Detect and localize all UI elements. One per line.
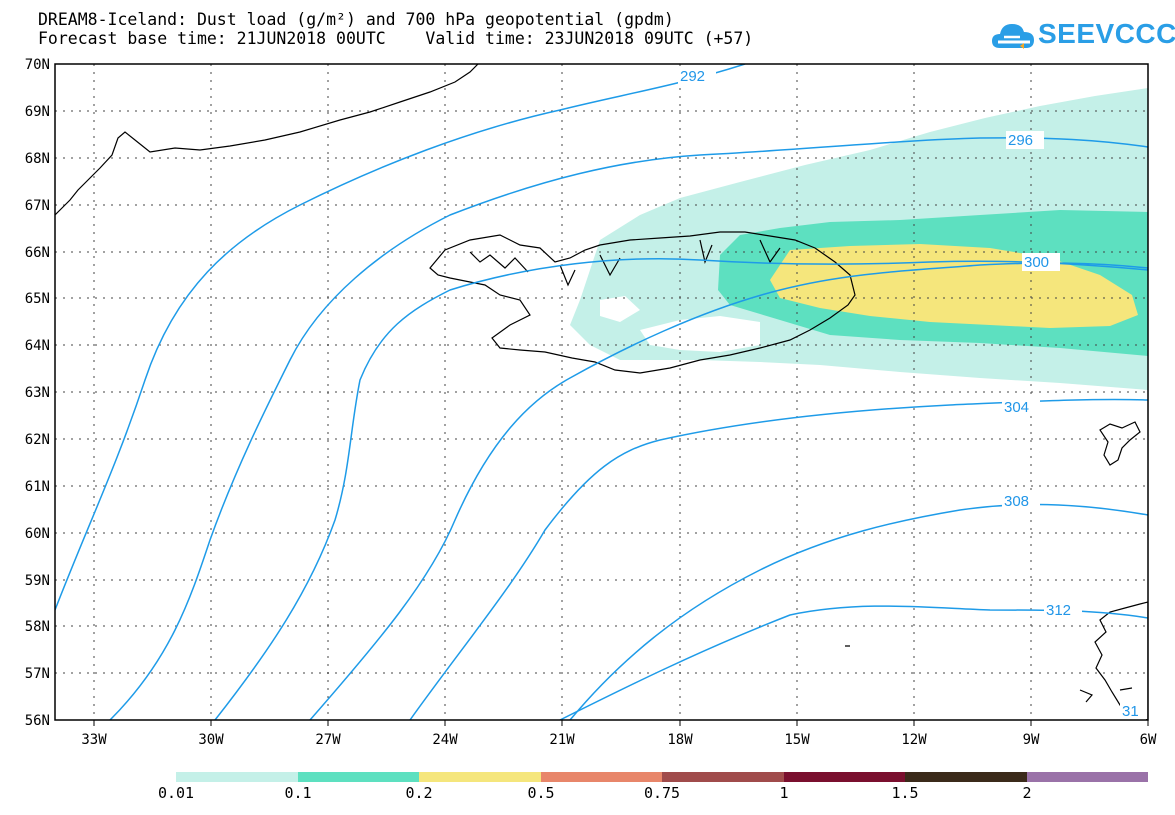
colorbar-swatch: [298, 772, 419, 782]
contour-308: [569, 503, 1148, 720]
lat-label: 66N: [25, 245, 50, 261]
lat-label: 69N: [25, 104, 50, 120]
colorbar-label: 0.5: [527, 784, 555, 802]
axis-ticks: [93, 720, 1149, 726]
coast-islets: [845, 645, 1133, 703]
westfjords-detail: [469, 239, 781, 287]
lon-label: 21W: [549, 732, 575, 748]
lon-label: 24W: [432, 732, 458, 748]
lat-label: 60N: [25, 526, 50, 542]
lon-label: 9W: [1023, 732, 1040, 748]
contour-labels: 292 296 300 304 308 312 31: [678, 67, 1146, 720]
colorbar-label: 0.2: [405, 784, 433, 802]
seevccc-logo: SEEVCCC: [990, 16, 1175, 58]
clear-pocket-2: [600, 296, 640, 322]
colorbar-label: 0.01: [157, 784, 195, 802]
lat-label: 63N: [25, 385, 50, 401]
lon-label: 33W: [81, 732, 107, 748]
lon-label: 6W: [1140, 732, 1157, 748]
coastlines: [55, 64, 1148, 720]
forecast-times: Forecast base time: 21JUN2018 00UTC Vali…: [38, 29, 754, 48]
contour-label-316: 31: [1122, 703, 1139, 720]
colorbar-swatch: [662, 772, 784, 782]
colorbar-swatch: [784, 772, 905, 782]
lon-labels: 33W 30W 27W 24W 21W 18W 15W 12W 9W 6W: [81, 732, 1157, 748]
clear-pocket-1: [640, 316, 760, 352]
colorbar-swatch: [176, 772, 298, 782]
lat-label: 58N: [25, 619, 50, 635]
colorbar-swatch: [541, 772, 662, 782]
contour-label-304: 304: [1004, 399, 1029, 416]
geopotential-contours: [55, 64, 1148, 720]
colorbar-label: 2: [1022, 784, 1032, 802]
colorbar: [176, 772, 1148, 782]
lat-label: 62N: [25, 432, 50, 448]
contour-label-292: 292: [680, 68, 705, 85]
lon-label: 15W: [784, 732, 810, 748]
lon-label: 12W: [901, 732, 927, 748]
logo-text: SEEVCCC: [1038, 18, 1175, 49]
contour-label-300: 300: [1024, 254, 1049, 271]
contour-label-312: 312: [1046, 602, 1071, 619]
contour-296: [109, 137, 1148, 720]
colorbar-label: 1.5: [891, 784, 919, 802]
contour-312: [559, 605, 1148, 720]
lat-label: 65N: [25, 291, 50, 307]
lat-label: 70N: [25, 57, 50, 73]
lat-label: 59N: [25, 573, 50, 589]
lat-label: 64N: [25, 338, 50, 354]
lat-label: 68N: [25, 151, 50, 167]
graticule: [55, 64, 1148, 720]
contour-300: [214, 258, 1148, 720]
contour-label-296: 296: [1008, 132, 1033, 149]
lon-label: 18W: [667, 732, 693, 748]
colorbar-swatch: [905, 772, 1027, 782]
chart-title: DREAM8-Iceland: Dust load (g/m²) and 700…: [38, 10, 674, 29]
lon-label: 30W: [198, 732, 224, 748]
colorbar-label: 0.75: [643, 784, 681, 802]
colorbar-label: 1: [779, 784, 789, 802]
contour-304: [309, 262, 1148, 720]
lat-label: 67N: [25, 198, 50, 214]
greenland-coast: [55, 64, 479, 216]
map-frame: [54, 63, 1149, 721]
faroe-coast: [1099, 421, 1141, 466]
lon-label: 27W: [315, 732, 341, 748]
iceland-coast: [429, 231, 856, 374]
colorbar-label: 0.1: [284, 784, 312, 802]
contour-292: [55, 64, 746, 611]
colorbar-swatch: [419, 772, 541, 782]
lat-labels: 70N 69N 68N 67N 66N 65N 64N 63N 62N 61N …: [25, 57, 50, 729]
cloud-icon: [992, 24, 1034, 49]
lat-label: 57N: [25, 666, 50, 682]
lat-label: 61N: [25, 479, 50, 495]
colorbar-swatch: [1027, 772, 1148, 782]
contour-304b: [409, 398, 1148, 720]
lat-label: 56N: [25, 713, 50, 729]
contour-label-308: 308: [1004, 493, 1029, 510]
